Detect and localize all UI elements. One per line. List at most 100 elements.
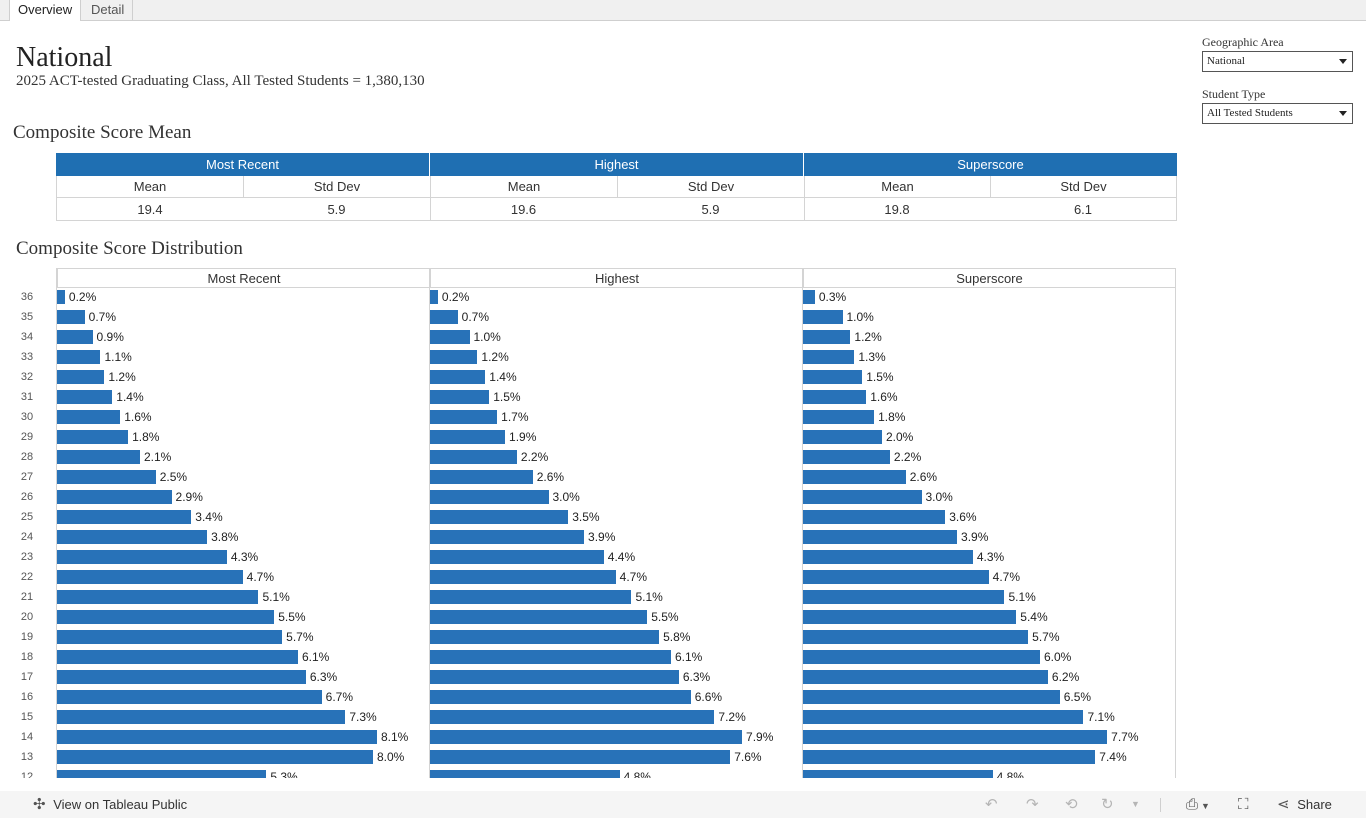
distribution-bar[interactable] xyxy=(803,390,867,404)
distribution-bar[interactable] xyxy=(430,290,438,304)
superscore-mean-value: 19.8 xyxy=(804,198,990,221)
distribution-bar[interactable] xyxy=(430,370,486,384)
refresh-icon[interactable]: ↻ xyxy=(1101,796,1114,813)
chevron-down-icon xyxy=(1339,59,1347,64)
distribution-bar[interactable] xyxy=(57,490,172,504)
distribution-bar[interactable] xyxy=(430,750,731,764)
undo-icon[interactable]: ↶ xyxy=(985,796,998,813)
distribution-bar[interactable] xyxy=(430,690,691,704)
distribution-bar[interactable] xyxy=(57,730,377,744)
distribution-bar[interactable] xyxy=(430,310,458,324)
mean-group-superscore: Superscore xyxy=(804,153,1177,176)
distribution-bar[interactable] xyxy=(803,690,1060,704)
distribution-bar[interactable] xyxy=(430,590,632,604)
fullscreen-icon[interactable]: ⛶ xyxy=(1238,796,1249,813)
distribution-bar[interactable] xyxy=(57,510,192,524)
distribution-bar[interactable] xyxy=(803,410,875,424)
distribution-bar[interactable] xyxy=(430,650,671,664)
distribution-bar[interactable] xyxy=(803,450,890,464)
distribution-bar[interactable] xyxy=(803,530,958,544)
distribution-bar[interactable] xyxy=(57,550,227,564)
distribution-bar[interactable] xyxy=(57,650,298,664)
distribution-bar[interactable] xyxy=(57,570,243,584)
distribution-bar[interactable] xyxy=(57,530,208,544)
column-divider xyxy=(56,268,57,778)
view-on-tableau-public-link[interactable]: ✣ View on Tableau Public xyxy=(33,791,187,818)
distribution-bar[interactable] xyxy=(430,530,585,544)
distribution-bar[interactable] xyxy=(57,470,156,484)
distribution-bar[interactable] xyxy=(57,330,93,344)
share-button[interactable]: ⋖ Share xyxy=(1277,791,1332,818)
distribution-bar[interactable] xyxy=(803,750,1096,764)
table-divider xyxy=(430,176,431,221)
distribution-bar[interactable] xyxy=(803,370,863,384)
distribution-bar[interactable] xyxy=(57,290,65,304)
page-title: National xyxy=(16,42,113,73)
distribution-bar[interactable] xyxy=(430,470,533,484)
distribution-bar[interactable] xyxy=(803,570,989,584)
distribution-bar[interactable] xyxy=(803,770,993,778)
distribution-bar[interactable] xyxy=(803,630,1029,644)
distribution-bar[interactable] xyxy=(803,650,1040,664)
distribution-bar[interactable] xyxy=(430,410,498,424)
distribution-bar[interactable] xyxy=(57,370,105,384)
geographic-area-dropdown[interactable]: National xyxy=(1202,51,1353,72)
distribution-bar[interactable] xyxy=(57,430,129,444)
distribution-bar[interactable] xyxy=(430,670,679,684)
bar-value-label: 3.0% xyxy=(925,490,953,504)
distribution-bar[interactable] xyxy=(430,610,648,624)
revert-icon[interactable]: ⟲ xyxy=(1065,796,1078,813)
distribution-bar[interactable] xyxy=(430,550,604,564)
distribution-bar[interactable] xyxy=(430,350,478,364)
download-icon[interactable]: ⎙ ▼ xyxy=(1186,796,1210,813)
distribution-bar[interactable] xyxy=(803,510,946,524)
distribution-bar[interactable] xyxy=(803,310,843,324)
distribution-bar[interactable] xyxy=(803,550,973,564)
tab-detail[interactable]: Detail xyxy=(83,0,134,20)
distribution-bar[interactable] xyxy=(803,470,906,484)
distribution-bar[interactable] xyxy=(57,690,322,704)
distribution-bar[interactable] xyxy=(430,630,660,644)
distribution-bar[interactable] xyxy=(430,390,490,404)
distribution-bar[interactable] xyxy=(57,590,259,604)
column-divider xyxy=(429,268,430,778)
distribution-bar[interactable] xyxy=(57,630,283,644)
distribution-bar[interactable] xyxy=(57,710,346,724)
distribution-bar[interactable] xyxy=(803,670,1048,684)
tab-overview[interactable]: Overview xyxy=(9,0,82,21)
distribution-bar[interactable] xyxy=(57,350,101,364)
distribution-bar[interactable] xyxy=(430,730,743,744)
distribution-bar[interactable] xyxy=(57,410,121,424)
distribution-bar[interactable] xyxy=(430,570,616,584)
distribution-bar[interactable] xyxy=(430,510,569,524)
distribution-bar[interactable] xyxy=(430,490,549,504)
distribution-bar[interactable] xyxy=(57,450,140,464)
redo-icon[interactable]: ↷ xyxy=(1026,796,1039,813)
distribution-bar[interactable] xyxy=(430,710,715,724)
distribution-bar[interactable] xyxy=(57,610,275,624)
distribution-bar[interactable] xyxy=(430,330,470,344)
distribution-bar[interactable] xyxy=(57,670,306,684)
distribution-bar[interactable] xyxy=(803,590,1005,604)
distribution-bar[interactable] xyxy=(803,430,882,444)
distribution-bar[interactable] xyxy=(803,730,1108,744)
student-type-dropdown[interactable]: All Tested Students xyxy=(1202,103,1353,124)
bar-value-label: 0.3% xyxy=(818,290,847,304)
distribution-bar[interactable] xyxy=(57,310,85,324)
distribution-bar[interactable] xyxy=(57,770,267,778)
stddev-subheader: Std Dev xyxy=(243,176,430,198)
distribution-bar[interactable] xyxy=(803,330,851,344)
distribution-bar[interactable] xyxy=(430,430,506,444)
chevron-down-icon[interactable]: ▼ xyxy=(1131,799,1140,809)
distribution-bar[interactable] xyxy=(803,490,922,504)
distribution-bar[interactable] xyxy=(803,290,815,304)
distribution-bar[interactable] xyxy=(430,770,620,778)
distribution-bar[interactable] xyxy=(803,350,855,364)
distribution-bar[interactable] xyxy=(430,450,517,464)
distribution-bar[interactable] xyxy=(803,610,1017,624)
distribution-bar[interactable] xyxy=(57,750,373,764)
bar-value-label: 1.1% xyxy=(104,350,132,364)
distribution-bar[interactable] xyxy=(57,390,113,404)
distribution-bar[interactable] xyxy=(803,710,1084,724)
score-label: 27 xyxy=(20,471,34,483)
